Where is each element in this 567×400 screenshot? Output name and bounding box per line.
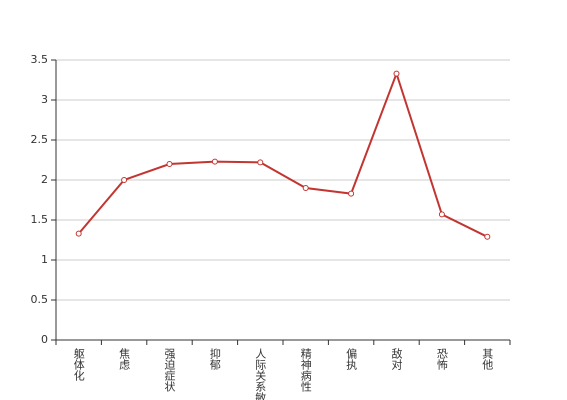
point — [166, 161, 173, 167]
y-tick-label: 3.5 — [31, 53, 49, 66]
y-tick-label: 2.5 — [31, 133, 49, 146]
x-tick-label: 其他 — [481, 348, 494, 370]
line — [77, 70, 488, 238]
x-tick-label: 敌对 — [390, 347, 403, 370]
point — [348, 190, 355, 197]
y-tick-label: 1.5 — [31, 213, 49, 226]
y-tick-label: 1 — [41, 253, 48, 266]
x-tick-label: 偏执 — [345, 347, 358, 371]
point — [257, 159, 264, 166]
x-tick-label: 躯体化 — [72, 348, 85, 382]
point — [302, 185, 309, 191]
point — [75, 230, 82, 237]
x-tick-label: 人际关系敏感 — [254, 348, 267, 400]
point — [121, 177, 128, 183]
point — [484, 233, 491, 240]
point — [438, 211, 445, 218]
point — [393, 70, 400, 77]
y-tick-label: 0 — [41, 333, 48, 346]
x-tick-label: 恐怖 — [435, 348, 448, 370]
x-tick-label: 抑郁 — [208, 347, 221, 370]
x-tick-label: 强迫症状 — [163, 348, 176, 392]
point — [211, 158, 218, 165]
x-tick-label: 精神病性 — [299, 348, 312, 393]
y-tick-label: 2 — [41, 173, 48, 186]
x-tick-label: 焦虑 — [118, 348, 131, 370]
y-tick-label: 0.5 — [31, 293, 49, 306]
y-tick-label: 3 — [41, 93, 48, 106]
